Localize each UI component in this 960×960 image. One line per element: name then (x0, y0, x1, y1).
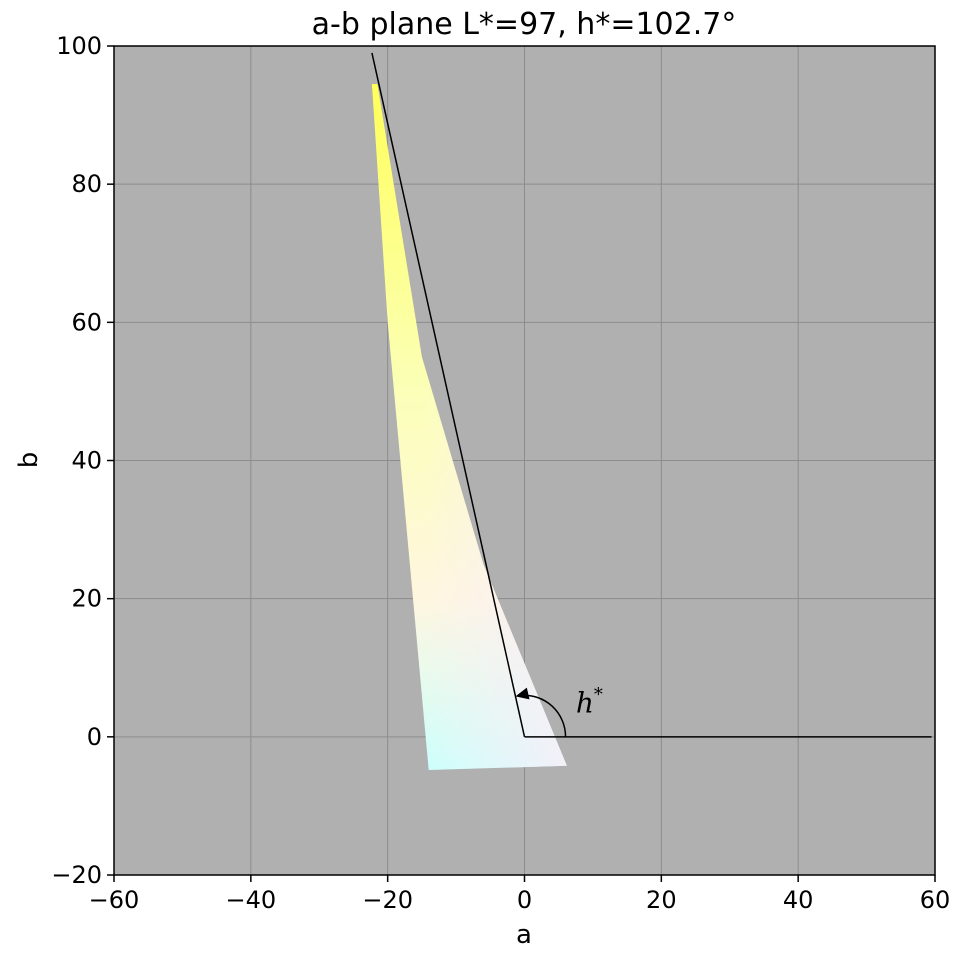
hue-annotation: h* (576, 685, 603, 720)
x-axis-ticks: −60 −40 −20 0 20 40 60 (89, 875, 951, 914)
x-tick-label: −20 (362, 886, 413, 914)
y-tick-label: 80 (71, 170, 102, 198)
x-tick-label: 20 (646, 886, 677, 914)
y-tick-label: −20 (51, 861, 102, 889)
angle-arc-arrowhead (515, 687, 530, 700)
hue-line (371, 52, 526, 737)
angle-arc (521, 694, 567, 737)
y-axis-label: b (14, 452, 44, 469)
y-tick-label: 40 (71, 447, 102, 475)
gamut-slice-pink-tint (371, 84, 567, 770)
y-tick-label: 60 (71, 308, 102, 336)
x-tick-label: 60 (920, 886, 951, 914)
x-tick-label: 40 (783, 886, 814, 914)
x-tick-label: −60 (89, 886, 140, 914)
hue-annotation-superscript: * (594, 685, 603, 706)
x-tick-label: −40 (226, 886, 277, 914)
y-tick-label: 20 (71, 585, 102, 613)
chart-title: a-b plane L*=97, h*=102.7° (312, 7, 737, 42)
y-axis-ticks: −20 0 20 40 60 80 100 (51, 32, 114, 889)
y-tick-label: 100 (56, 32, 102, 60)
x-tick-label: 0 (517, 886, 532, 914)
hue-annotation-symbol: h (576, 687, 594, 720)
y-tick-label: 0 (87, 723, 102, 751)
x-axis-label: a (516, 920, 532, 950)
